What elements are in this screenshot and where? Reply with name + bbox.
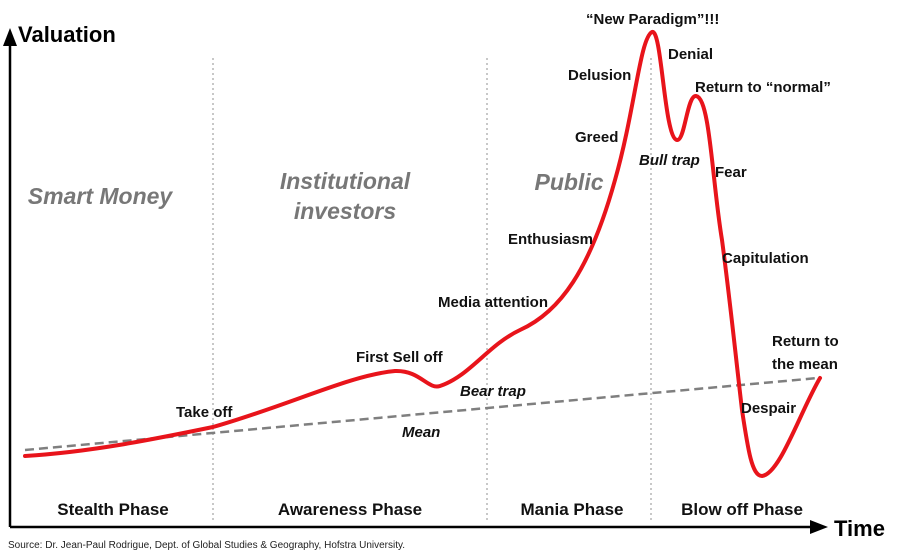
label-first-sell-off: First Sell off bbox=[356, 349, 444, 366]
label-denial: Denial bbox=[668, 46, 713, 63]
label-enthusiasm: Enthusiasm bbox=[508, 231, 593, 248]
label-bear-trap: Bear trap bbox=[460, 383, 526, 400]
x-axis-title: Time bbox=[834, 516, 885, 541]
label-media-attention: Media attention bbox=[438, 294, 548, 311]
phase-mania: Mania Phase bbox=[521, 500, 624, 519]
label-new-paradigm: “New Paradigm”!!! bbox=[586, 11, 719, 28]
label-return-to-mean-line2: the mean bbox=[772, 356, 838, 373]
group-smart-money: Smart Money bbox=[28, 183, 174, 209]
label-despair: Despair bbox=[741, 400, 796, 417]
x-axis-arrowhead bbox=[810, 520, 828, 534]
label-return-to-normal: Return to “normal” bbox=[695, 79, 831, 96]
group-public: Public bbox=[534, 169, 603, 195]
label-capitulation: Capitulation bbox=[722, 250, 809, 267]
phase-stealth: Stealth Phase bbox=[57, 500, 169, 519]
source-note: Source: Dr. Jean-Paul Rodrigue, Dept. of… bbox=[8, 540, 405, 551]
label-return-to-mean-line1: Return to bbox=[772, 333, 839, 350]
group-institutional-line2: investors bbox=[294, 198, 396, 224]
label-fear: Fear bbox=[715, 164, 747, 181]
phase-awareness: Awareness Phase bbox=[278, 500, 422, 519]
label-bull-trap: Bull trap bbox=[639, 152, 700, 169]
label-delusion: Delusion bbox=[568, 67, 631, 84]
label-take-off: Take off bbox=[176, 404, 233, 421]
y-axis-title: Valuation bbox=[18, 22, 116, 47]
y-axis-arrowhead bbox=[3, 28, 17, 46]
label-mean: Mean bbox=[402, 424, 440, 441]
label-greed: Greed bbox=[575, 129, 618, 146]
group-institutional-line1: Institutional bbox=[280, 168, 411, 194]
phase-blow-off: Blow off Phase bbox=[681, 500, 803, 519]
valuation-curve bbox=[23, 29, 822, 478]
